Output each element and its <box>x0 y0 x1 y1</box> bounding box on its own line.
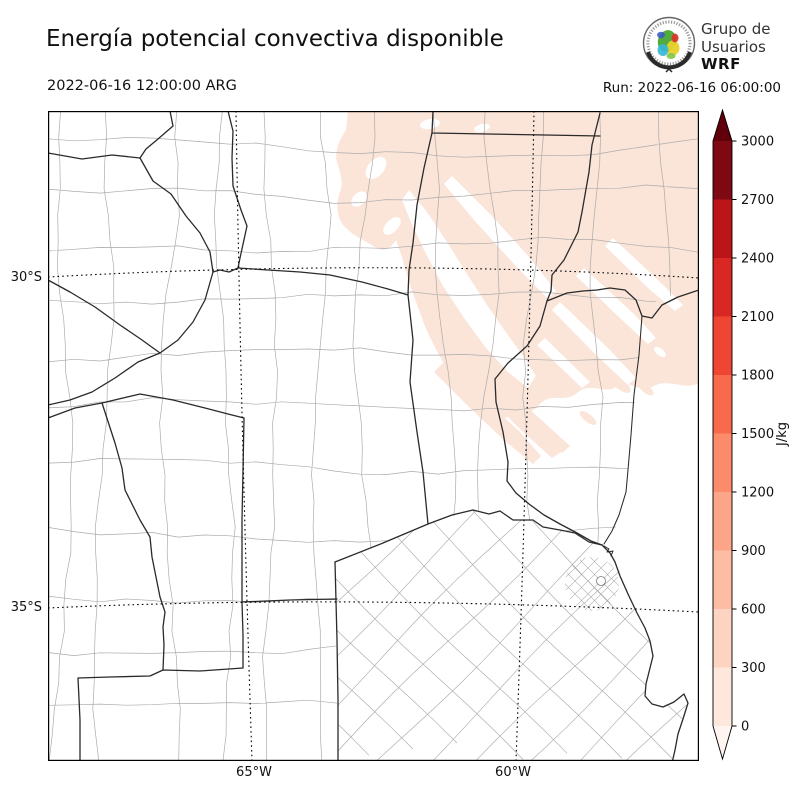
svg-text:2700: 2700 <box>741 193 774 208</box>
ytick-30s: 30°S <box>10 270 42 285</box>
graticule-gridlines <box>48 111 699 761</box>
svg-text:900: 900 <box>741 544 766 559</box>
svg-text:3000: 3000 <box>741 135 774 150</box>
svg-text:2400: 2400 <box>741 252 774 267</box>
gridline-60w <box>515 111 535 761</box>
wrf-logo-text: Grupo de Usuarios WRF <box>701 20 771 74</box>
logo-line-3: WRF <box>701 55 741 73</box>
colorbar: 0 300 600 900 1200 1500 1800 2100 2400 2700 3000 J… <box>712 108 790 761</box>
xtick-60w: 60°W <box>495 765 531 780</box>
ytick-35s: 35°S <box>10 600 42 615</box>
map-plot <box>48 111 699 761</box>
svg-text:1800: 1800 <box>741 369 774 384</box>
xtick-65w: 65°W <box>236 765 272 780</box>
gridline-65w <box>235 111 253 761</box>
colorbar-tick-labels: 0 300 600 900 1200 1500 1800 2100 2400 2700 3000 <box>732 135 774 735</box>
svg-text:2100: 2100 <box>741 310 774 325</box>
parana-delta-islands <box>603 545 614 557</box>
svg-text:0: 0 <box>741 720 749 735</box>
logo-line-2: Usuarios <box>701 37 766 56</box>
province-boundaries <box>48 111 699 761</box>
run-time-label: Run: 2022-06-16 06:00:00 <box>602 80 781 96</box>
cape-shading <box>336 111 699 464</box>
svg-text:600: 600 <box>741 603 766 618</box>
amba-dense-mesh <box>565 557 619 611</box>
svg-text:1500: 1500 <box>741 427 774 442</box>
gridline-30s <box>48 267 699 279</box>
wrf-logo-icon <box>642 16 696 73</box>
coastline <box>601 544 689 761</box>
page-title: Energía potencial convectiva disponible <box>46 26 504 52</box>
map-frame <box>48 111 699 761</box>
colorbar-unit-label: J/kg <box>775 422 790 447</box>
caba-boundary <box>596 576 606 586</box>
buenos-aires-region <box>335 510 687 761</box>
svg-text:1200: 1200 <box>741 486 774 501</box>
svg-text:300: 300 <box>741 661 766 676</box>
logo-line-1: Grupo de <box>701 20 771 38</box>
valid-time-label: 2022-06-16 12:00:00 ARG <box>47 78 237 94</box>
colorbar-cells <box>713 110 732 759</box>
